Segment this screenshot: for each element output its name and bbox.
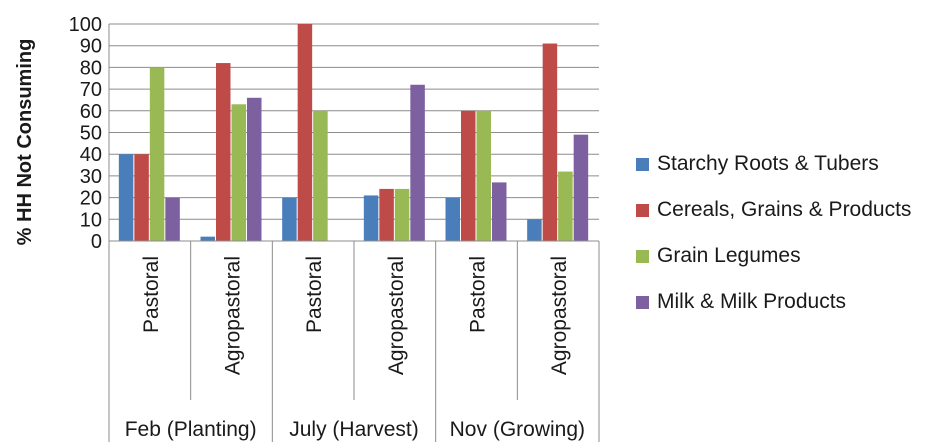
legend-item: Grain Legumes bbox=[636, 233, 911, 279]
x-tick-label: Agropastoral bbox=[548, 256, 571, 375]
bar bbox=[149, 67, 165, 242]
axes bbox=[108, 24, 600, 442]
bars bbox=[118, 24, 589, 242]
bar bbox=[445, 197, 460, 241]
bar bbox=[231, 104, 246, 241]
y-tick-label: 50 bbox=[80, 123, 102, 145]
bar bbox=[558, 171, 573, 241]
bar bbox=[461, 110, 476, 241]
legend-swatch bbox=[636, 157, 649, 171]
x-tick-label: Agropastoral bbox=[385, 256, 408, 375]
bar bbox=[216, 63, 231, 242]
bar bbox=[165, 197, 180, 241]
x-axis-labels: Pastoral Agropastoral Pastoral Agropastoral… bbox=[125, 256, 585, 441]
bar bbox=[542, 43, 558, 241]
bar bbox=[476, 110, 491, 241]
legend-label: Starchy Roots & Tubers bbox=[657, 152, 879, 175]
y-tick-label: 40 bbox=[80, 144, 102, 166]
y-tick-label: 60 bbox=[80, 101, 102, 123]
bar bbox=[527, 219, 542, 241]
bar bbox=[282, 197, 297, 241]
group-label: Feb (Planting) bbox=[125, 418, 257, 441]
bar bbox=[313, 110, 328, 241]
y-tick-label: 100 bbox=[69, 14, 102, 36]
x-tick-label: Pastoral bbox=[140, 256, 163, 333]
y-tick-label: 90 bbox=[80, 36, 102, 58]
bar bbox=[379, 188, 394, 241]
legend-item: Cereals, Grains & Products bbox=[636, 187, 911, 233]
bar bbox=[410, 84, 425, 241]
legend-label: Milk & Milk Products bbox=[657, 290, 847, 313]
legend-item: Starchy Roots & Tubers bbox=[636, 141, 911, 187]
legend-label: Grain Legumes bbox=[657, 244, 801, 267]
y-tick-label: 10 bbox=[80, 209, 102, 231]
y-tick-label: 0 bbox=[91, 231, 102, 253]
bar bbox=[134, 154, 149, 241]
bar bbox=[363, 195, 379, 241]
gridlines bbox=[109, 23, 599, 220]
group-label: July (Harvest) bbox=[289, 418, 419, 441]
x-tick-label: Pastoral bbox=[303, 256, 326, 333]
legend-label: Cereals, Grains & Products bbox=[657, 198, 912, 221]
legend-swatch bbox=[636, 203, 649, 217]
legend-swatch bbox=[636, 249, 649, 263]
y-tick-label: 20 bbox=[80, 188, 102, 210]
y-axis-title: % HH Not Consuming bbox=[14, 39, 36, 246]
y-tick-label: 80 bbox=[80, 57, 102, 79]
bar bbox=[492, 182, 507, 241]
legend: Starchy Roots & Tubers Cereals, Grains & … bbox=[636, 141, 911, 325]
x-tick-label: Agropastoral bbox=[222, 256, 245, 375]
bar bbox=[200, 236, 215, 241]
bar bbox=[394, 188, 410, 241]
legend-item: Milk & Milk Products bbox=[636, 279, 911, 325]
legend-swatch bbox=[636, 295, 649, 309]
y-tick-label: 70 bbox=[80, 79, 102, 101]
bar bbox=[297, 24, 313, 241]
bar bbox=[573, 134, 589, 241]
bar bbox=[118, 154, 134, 241]
group-label: Nov (Growing) bbox=[450, 418, 585, 441]
x-tick-label: Pastoral bbox=[467, 256, 490, 333]
y-tick-label: 30 bbox=[80, 166, 102, 188]
bar bbox=[247, 97, 262, 241]
